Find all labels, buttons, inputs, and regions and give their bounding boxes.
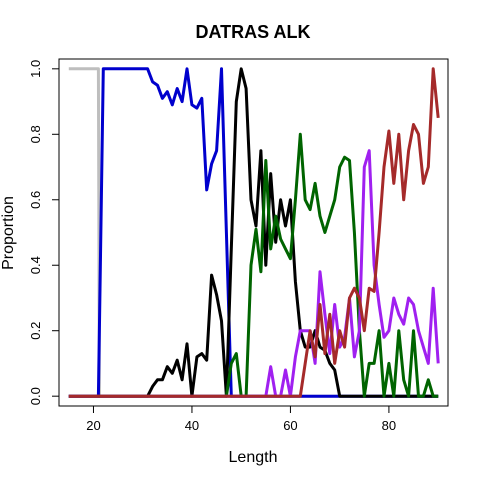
series-line-2 xyxy=(68,67,439,398)
y-tick-label: 0.8 xyxy=(28,125,43,143)
y-tick-label: 0.6 xyxy=(28,191,43,209)
x-axis-label: Length xyxy=(229,449,278,466)
y-tick-label: 1.0 xyxy=(28,60,43,78)
plot-frame xyxy=(58,58,449,407)
y-tick-label: 0.4 xyxy=(28,256,43,274)
chart-title: DATRAS ALK xyxy=(196,22,311,42)
x-tick-label: 60 xyxy=(283,418,297,433)
y-tick-label: 0.0 xyxy=(28,387,43,405)
series-line-6 xyxy=(68,67,440,398)
y-tick-label: 0.2 xyxy=(28,322,43,340)
x-tick-label: 20 xyxy=(86,418,100,433)
x-tick-label: 80 xyxy=(382,418,396,433)
series-line-4 xyxy=(68,132,439,398)
y-axis-label: Proportion xyxy=(0,196,17,270)
y-axis: 0.0 0.2 0.4 0.6 0.8 1.0 xyxy=(28,60,59,405)
x-tick-label: 40 xyxy=(185,418,199,433)
x-axis: 20 40 60 80 xyxy=(86,406,396,433)
series-layer xyxy=(68,67,440,398)
series-line-3 xyxy=(68,67,439,398)
